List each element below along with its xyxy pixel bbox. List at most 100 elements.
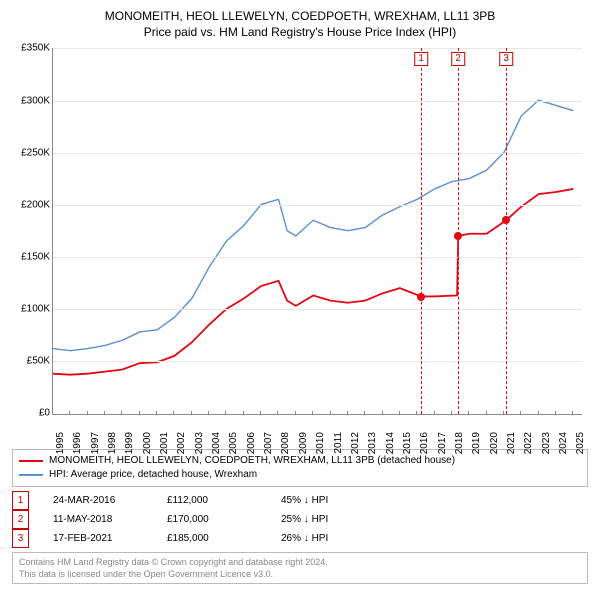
x-axis-label: 2023 <box>541 432 552 454</box>
x-axis-label: 2017 <box>437 432 448 454</box>
note-delta: 25% ↓ HPI <box>281 511 371 528</box>
y-axis-label: £300K <box>12 95 50 106</box>
x-axis-label: 2007 <box>263 432 274 454</box>
legend-label-price-paid: MONOMEITH, HEOL LLEWELYN, COEDPOETH, WRE… <box>49 454 455 468</box>
x-tick <box>225 411 226 415</box>
legend-row-price-paid: MONOMEITH, HEOL LLEWELYN, COEDPOETH, WRE… <box>19 454 581 468</box>
x-axis-label: 1999 <box>124 432 135 454</box>
x-tick <box>347 411 348 415</box>
marker-line <box>506 48 507 413</box>
marker-dot <box>417 293 425 301</box>
y-axis-label: £350K <box>12 43 50 54</box>
x-tick <box>416 411 417 415</box>
x-tick <box>52 411 53 415</box>
y-axis-label: £250K <box>12 147 50 158</box>
x-tick <box>191 411 192 415</box>
y-axis-label: £0 <box>12 408 50 419</box>
x-tick <box>382 411 383 415</box>
x-axis-label: 2025 <box>575 432 586 454</box>
x-axis-label: 2022 <box>523 432 534 454</box>
note-price: £185,000 <box>167 530 257 547</box>
x-tick <box>399 411 400 415</box>
x-tick <box>572 411 573 415</box>
marker-label: 3 <box>499 52 513 66</box>
gridline <box>53 48 582 49</box>
x-tick <box>555 411 556 415</box>
note-price: £112,000 <box>167 492 257 509</box>
legend-swatch-price-paid <box>19 460 43 462</box>
x-axis-label: 2015 <box>402 432 413 454</box>
x-axis-label: 1996 <box>72 432 83 454</box>
x-axis-label: 2000 <box>142 432 153 454</box>
chart-title: MONOMEITH, HEOL LLEWELYN, COEDPOETH, WRE… <box>12 8 588 40</box>
note-date: 11-MAY-2018 <box>53 511 143 528</box>
x-axis-label: 2001 <box>159 432 170 454</box>
x-tick <box>139 411 140 415</box>
series-price_paid <box>53 189 573 375</box>
x-tick <box>468 411 469 415</box>
title-line-2: Price paid vs. HM Land Registry's House … <box>12 24 588 40</box>
note-row: 124-MAR-2016£112,00045% ↓ HPI <box>12 491 588 510</box>
chart-lines <box>53 48 582 413</box>
note-delta: 26% ↓ HPI <box>281 530 371 547</box>
x-axis-label: 2002 <box>176 432 187 454</box>
note-badge: 2 <box>12 510 29 529</box>
legend: MONOMEITH, HEOL LLEWELYN, COEDPOETH, WRE… <box>12 449 588 487</box>
legend-swatch-hpi <box>19 474 43 476</box>
marker-label: 1 <box>414 52 428 66</box>
x-axis-label: 2011 <box>333 432 344 454</box>
gridline <box>53 257 582 258</box>
x-tick <box>451 411 452 415</box>
x-axis-label: 2008 <box>280 432 291 454</box>
gridline <box>53 153 582 154</box>
x-tick <box>243 411 244 415</box>
x-axis-label: 2006 <box>246 432 257 454</box>
x-axis-label: 2021 <box>506 432 517 454</box>
series-hpi <box>53 101 573 352</box>
x-tick <box>503 411 504 415</box>
legend-row-hpi: HPI: Average price, detached house, Wrex… <box>19 468 581 482</box>
x-axis-label: 2012 <box>350 432 361 454</box>
x-tick <box>330 411 331 415</box>
y-axis-label: £100K <box>12 304 50 315</box>
gridline <box>53 205 582 206</box>
gridline <box>53 361 582 362</box>
x-tick <box>486 411 487 415</box>
x-tick <box>277 411 278 415</box>
x-tick <box>156 411 157 415</box>
x-tick <box>260 411 261 415</box>
x-tick <box>295 411 296 415</box>
x-axis-label: 2019 <box>471 432 482 454</box>
note-price: £170,000 <box>167 511 257 528</box>
x-axis-label: 2013 <box>367 432 378 454</box>
footer-attribution: Contains HM Land Registry data © Crown c… <box>12 552 588 584</box>
title-line-1: MONOMEITH, HEOL LLEWELYN, COEDPOETH, WRE… <box>12 8 588 24</box>
note-row: 2 11-MAY-2018 £170,000 25% ↓ HPI <box>12 510 588 529</box>
marker-line <box>458 48 459 413</box>
x-axis-label: 1995 <box>55 432 66 454</box>
x-tick <box>173 411 174 415</box>
y-axis-label: £200K <box>12 199 50 210</box>
x-axis-label: 2009 <box>298 432 309 454</box>
x-axis-label: 2016 <box>419 432 430 454</box>
gridline <box>53 101 582 102</box>
x-tick <box>87 411 88 415</box>
x-tick <box>121 411 122 415</box>
x-axis-label: 1997 <box>90 432 101 454</box>
footer-line-2: This data is licensed under the Open Gov… <box>19 568 581 580</box>
marker-line <box>421 48 422 413</box>
note-date: 24-MAR-2016 <box>53 492 143 509</box>
x-tick <box>538 411 539 415</box>
note-row: 317-FEB-2021£185,00026% ↓ HPI <box>12 529 588 548</box>
chart-area: 1 2 3 £0 £50K £100K £150K £200K £250K £300K £350K… <box>12 44 588 444</box>
x-tick <box>104 411 105 415</box>
x-tick <box>69 411 70 415</box>
gridline <box>53 309 582 310</box>
x-tick <box>208 411 209 415</box>
y-axis-label: £50K <box>12 356 50 367</box>
x-axis-label: 2003 <box>194 432 205 454</box>
marker-label: 2 <box>451 52 465 66</box>
y-axis-label: £150K <box>12 251 50 262</box>
marker-dot <box>502 216 510 224</box>
note-badge: 1 <box>12 491 29 510</box>
